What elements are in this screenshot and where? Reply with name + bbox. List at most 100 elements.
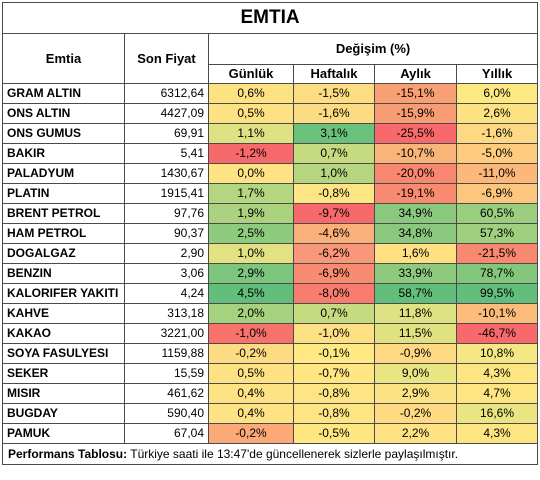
commodity-price: 4,24: [124, 283, 209, 304]
footer-note: Performans Tablosu: Türkiye saati ile 13…: [1, 443, 539, 465]
commodity-price: 5,41: [124, 143, 209, 164]
change-haftalik: -9,7%: [293, 203, 375, 224]
change-gunluk: -1,2%: [208, 143, 294, 164]
change-aylik: -19,1%: [374, 183, 457, 204]
change-aylik: 34,8%: [374, 223, 457, 244]
commodity-price: 590,40: [124, 403, 209, 424]
commodity-price: 2,90: [124, 243, 209, 264]
change-aylik: -0,2%: [374, 403, 457, 424]
commodity-name: GRAM ALTIN: [2, 83, 125, 104]
table-row: PAMUK 67,04 -0,2% -0,5% 2,2% 4,3%: [2, 423, 539, 444]
change-yillik: -46,7%: [455, 323, 539, 344]
change-gunluk: -0,2%: [208, 343, 294, 364]
commodity-name: PALADYUM: [2, 163, 125, 184]
change-gunluk: -1,0%: [208, 323, 294, 344]
change-aylik: 33,9%: [374, 263, 457, 284]
commodity-price: 3,06: [124, 263, 209, 284]
change-yillik: 6,0%: [455, 83, 539, 104]
commodity-name: SOYA FASULYESI: [2, 343, 125, 364]
commodity-price: 1915,41: [124, 183, 209, 204]
table-row: BAKIR 5,41 -1,2% 0,7% -10,7% -5,0%: [2, 143, 539, 164]
commodity-price: 4427,09: [124, 103, 209, 124]
table-row: BUGDAY 590,40 0,4% -0,8% -0,2% 16,6%: [2, 403, 539, 424]
header-haftalik: Haftalık: [293, 64, 375, 84]
change-aylik: -25,5%: [374, 123, 457, 144]
table-row: KALORIFER YAKITI 4,24 4,5% -8,0% 58,7% 99,5%: [2, 283, 539, 304]
table-row: PALADYUM 1430,67 0,0% 1,0% -20,0% -11,0%: [2, 163, 539, 184]
change-haftalik: -6,9%: [293, 263, 375, 284]
change-gunluk: 0,4%: [208, 403, 294, 424]
change-yillik: 2,6%: [455, 103, 539, 124]
header-emtia: Emtia: [2, 33, 125, 84]
commodity-name: ONS ALTIN: [2, 103, 125, 124]
table-row: ONS ALTIN 4427,09 0,5% -1,6% -15,9% 2,6%: [2, 103, 539, 124]
table-row: GRAM ALTIN 6312,64 0,6% -1,5% -15,1% 6,0%: [2, 83, 539, 104]
header-aylik: Aylık: [374, 64, 457, 84]
commodity-table: EMTIA Emtia Son Fiyat Değişim (%) Günlük…: [1, 2, 539, 465]
change-aylik: 34,9%: [374, 203, 457, 224]
change-gunluk: 1,7%: [208, 183, 294, 204]
change-gunluk: 0,4%: [208, 383, 294, 404]
commodity-price: 67,04: [124, 423, 209, 444]
table-row: HAM PETROL 90,37 2,5% -4,6% 34,8% 57,3%: [2, 223, 539, 244]
change-haftalik: -8,0%: [293, 283, 375, 304]
commodity-price: 1430,67: [124, 163, 209, 184]
commodity-price: 6312,64: [124, 83, 209, 104]
change-aylik: -15,1%: [374, 83, 457, 104]
footer-label: Performans Tablosu:: [8, 447, 128, 461]
change-haftalik: -0,8%: [293, 403, 375, 424]
change-gunluk: 1,1%: [208, 123, 294, 144]
change-gunluk: -0,2%: [208, 423, 294, 444]
change-haftalik: 1,0%: [293, 163, 375, 184]
commodity-price: 15,59: [124, 363, 209, 384]
change-aylik: -10,7%: [374, 143, 457, 164]
table-row: ONS GUMUS 69,91 1,1% 3,1% -25,5% -1,6%: [2, 123, 539, 144]
table-body: GRAM ALTIN 6312,64 0,6% -1,5% -15,1% 6,0% ONS …: [2, 83, 539, 444]
table-row: SOYA FASULYESI 1159,88 -0,2% -0,1% -0,9% 10,8…: [2, 343, 539, 364]
change-haftalik: -1,6%: [293, 103, 375, 124]
change-yillik: 57,3%: [455, 223, 539, 244]
change-gunluk: 1,0%: [208, 243, 294, 264]
change-aylik: -15,9%: [374, 103, 457, 124]
commodity-name: SEKER: [2, 363, 125, 384]
table-row: DOGALGAZ 2,90 1,0% -6,2% 1,6% -21,5%: [2, 243, 539, 264]
change-gunluk: 4,5%: [208, 283, 294, 304]
header-son-fiyat: Son Fiyat: [124, 33, 209, 84]
header-degisim: Değişim (%): [207, 33, 539, 65]
change-haftalik: -0,1%: [293, 343, 375, 364]
commodity-price: 97,76: [124, 203, 209, 224]
table-row: KAKAO 3221,00 -1,0% -1,0% 11,5% -46,7%: [2, 323, 539, 344]
change-yillik: 99,5%: [455, 283, 539, 304]
change-aylik: -0,9%: [374, 343, 457, 364]
commodity-name: DOGALGAZ: [2, 243, 125, 264]
change-yillik: 4,3%: [455, 423, 539, 444]
change-yillik: -5,0%: [455, 143, 539, 164]
change-yillik: 10,8%: [455, 343, 539, 364]
commodity-name: BRENT PETROL: [2, 203, 125, 224]
change-haftalik: 0,7%: [293, 303, 375, 324]
commodity-price: 90,37: [124, 223, 209, 244]
commodity-name: PLATIN: [2, 183, 125, 204]
header-yillik: Yıllık: [455, 64, 539, 84]
change-aylik: 11,8%: [374, 303, 457, 324]
change-haftalik: -4,6%: [293, 223, 375, 244]
commodity-price: 3221,00: [124, 323, 209, 344]
commodity-name: BENZIN: [2, 263, 125, 284]
change-haftalik: -6,2%: [293, 243, 375, 264]
change-gunluk: 0,5%: [208, 103, 294, 124]
change-haftalik: 0,7%: [293, 143, 375, 164]
change-aylik: -20,0%: [374, 163, 457, 184]
change-yillik: -21,5%: [455, 243, 539, 264]
commodity-name: KALORIFER YAKITI: [2, 283, 125, 304]
change-gunluk: 0,6%: [208, 83, 294, 104]
change-gunluk: 2,9%: [208, 263, 294, 284]
change-aylik: 9,0%: [374, 363, 457, 384]
change-haftalik: -0,7%: [293, 363, 375, 384]
change-haftalik: -0,5%: [293, 423, 375, 444]
table-row: BRENT PETROL 97,76 1,9% -9,7% 34,9% 60,5%: [2, 203, 539, 224]
change-haftalik: -0,8%: [293, 383, 375, 404]
change-yillik: 4,3%: [455, 363, 539, 384]
change-yillik: -11,0%: [455, 163, 539, 184]
commodity-name: PAMUK: [2, 423, 125, 444]
change-gunluk: 1,9%: [208, 203, 294, 224]
